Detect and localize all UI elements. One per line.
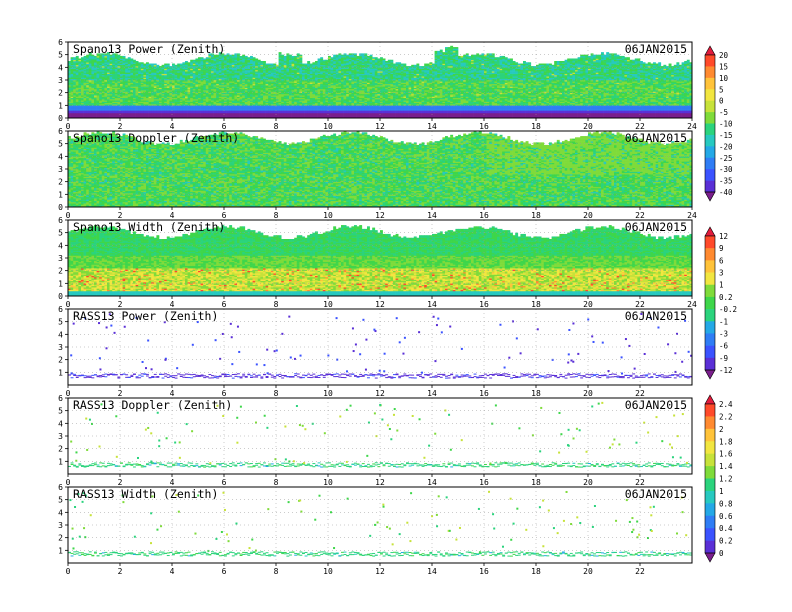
- heatmap-cell: [120, 56, 123, 58]
- heatmap-cell: [263, 61, 266, 63]
- heatmap-cell: [250, 56, 253, 58]
- heatmap-cell: [136, 61, 139, 63]
- heatmap-cell: [323, 60, 326, 62]
- heatmap-cell: [167, 64, 170, 66]
- heatmap-cell: [177, 64, 180, 66]
- heatmap-cell: [279, 52, 282, 54]
- heatmap-cell: [260, 61, 263, 63]
- heatmap-cell: [284, 56, 287, 58]
- heatmap-cell: [182, 62, 185, 64]
- heatmap-cell: [156, 65, 159, 67]
- heatmap-cell: [307, 61, 310, 63]
- heatmap-cell: [180, 64, 183, 66]
- heatmap-cell: [71, 57, 74, 59]
- heatmap-cell: [195, 58, 198, 60]
- heatmap-cell: [294, 56, 297, 58]
- heatmap-cell: [193, 60, 196, 62]
- heatmap-cell: [292, 56, 295, 58]
- heatmap-cell: [164, 64, 167, 66]
- heatmap-cell: [312, 62, 315, 64]
- heatmap-cell: [94, 56, 97, 58]
- heatmap-cell: [125, 58, 128, 60]
- heatmap-cell: [78, 58, 81, 60]
- heatmap-cell: [198, 57, 201, 59]
- heatmap-cell: [130, 58, 133, 60]
- heatmap-cell: [320, 57, 323, 59]
- heatmap-cell: [245, 56, 248, 58]
- heatmap-cell: [141, 62, 144, 64]
- heatmap-cell: [133, 60, 136, 62]
- heatmap-cell: [297, 53, 300, 55]
- heatmap-cell: [253, 57, 256, 59]
- heatmap-cell: [81, 57, 84, 59]
- heatmap-cell: [281, 55, 284, 57]
- heatmap-cell: [229, 55, 232, 57]
- heatmap-cell: [237, 53, 240, 55]
- heatmap-cell: [149, 64, 152, 66]
- heatmap-cell: [138, 62, 141, 64]
- heatmap-cell: [268, 64, 271, 66]
- heatmap-cell: [325, 60, 328, 62]
- heatmap-cell: [128, 57, 131, 59]
- heatmap-cell: [190, 60, 193, 62]
- heatmap-cell: [247, 57, 250, 59]
- heatmap-cell: [305, 64, 308, 66]
- heatmap-cell: [162, 65, 165, 67]
- heatmap-cell: [240, 56, 243, 58]
- heatmap-cell: [302, 64, 305, 66]
- heatmap-cell: [318, 58, 321, 60]
- heatmap-cell: [73, 57, 76, 59]
- heatmap-cell: [146, 62, 149, 64]
- heatmap-cell: [188, 62, 191, 64]
- heatmap-cell: [175, 65, 178, 67]
- heatmap-cell: [154, 64, 157, 66]
- heatmap-cell: [310, 64, 313, 66]
- heatmap-cell: [273, 64, 276, 66]
- heatmap-cell: [276, 65, 279, 67]
- heatmap-cell: [203, 58, 206, 60]
- heatmap-cell: [201, 57, 204, 59]
- heatmap-cell: [266, 64, 269, 66]
- heatmap-cell: [123, 56, 126, 58]
- heatmap-cell: [206, 57, 209, 59]
- heatmap-cell: [143, 64, 146, 66]
- heatmap-cell: [84, 56, 87, 58]
- heatmap-cell: [172, 64, 175, 66]
- heatmap-cell: [315, 61, 318, 63]
- heatmap-cell: [271, 64, 274, 66]
- heatmap-cell: [76, 56, 79, 58]
- heatmap-cell: [255, 58, 258, 60]
- heatmap-cell: [151, 64, 154, 66]
- heatmap-cell: [258, 60, 261, 62]
- heatmap-cell: [289, 55, 292, 57]
- heatmap-cell: [185, 61, 188, 63]
